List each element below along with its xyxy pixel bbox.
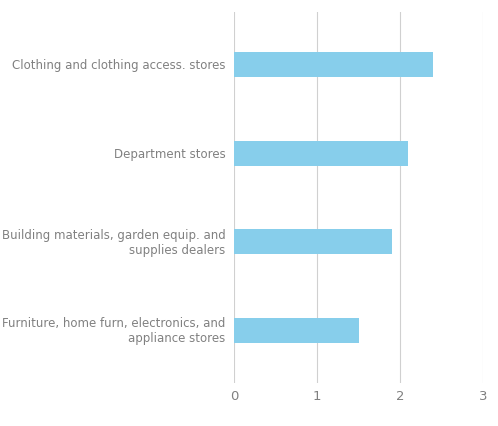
Bar bbox=[234, 53, 433, 78]
Bar bbox=[234, 230, 392, 255]
Bar bbox=[234, 318, 359, 343]
Bar bbox=[234, 141, 408, 166]
